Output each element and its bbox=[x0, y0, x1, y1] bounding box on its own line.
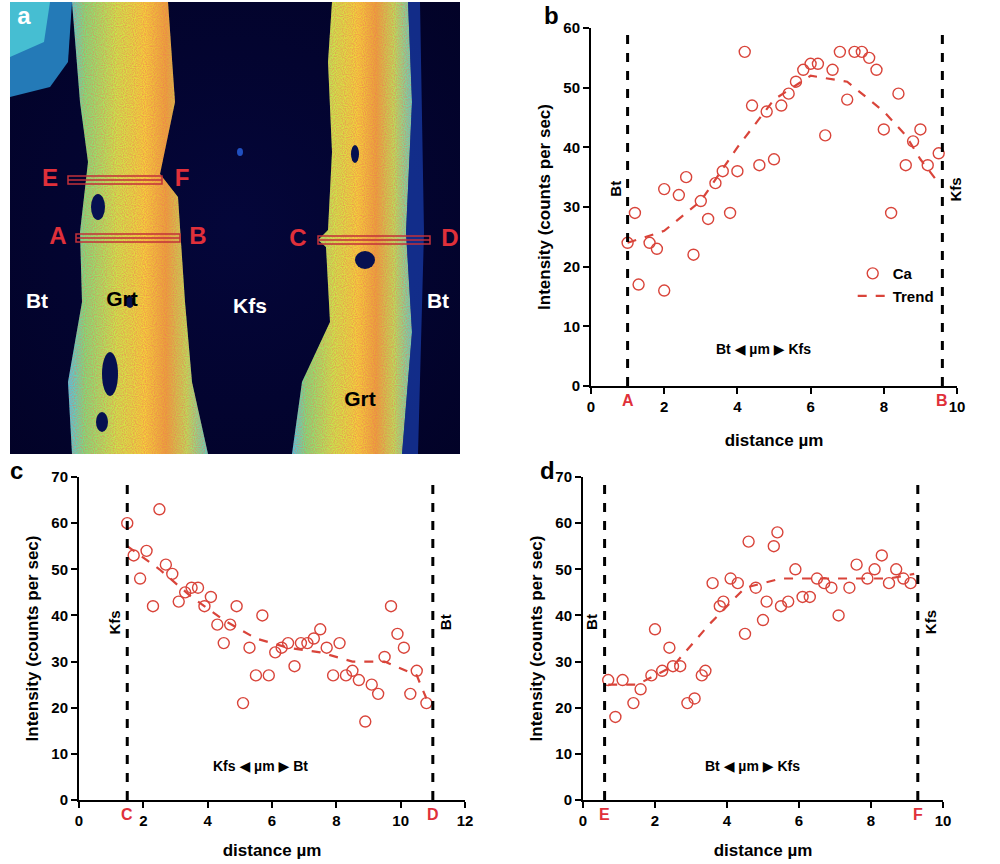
svg-text:12: 12 bbox=[457, 812, 474, 829]
svg-text:C: C bbox=[121, 806, 133, 823]
svg-text:10: 10 bbox=[935, 812, 952, 829]
svg-text:Bt: Bt bbox=[583, 614, 600, 630]
svg-text:8: 8 bbox=[332, 812, 340, 829]
svg-text:40: 40 bbox=[51, 607, 68, 624]
svg-text:20: 20 bbox=[51, 699, 68, 716]
svg-text:8: 8 bbox=[880, 398, 888, 415]
svg-text:F: F bbox=[175, 164, 190, 191]
svg-text:6: 6 bbox=[806, 398, 814, 415]
svg-text:distance µm: distance µm bbox=[725, 431, 824, 450]
svg-text:60: 60 bbox=[555, 514, 572, 531]
svg-text:40: 40 bbox=[563, 139, 580, 156]
svg-text:Kfs: Kfs bbox=[106, 610, 123, 634]
svg-text:Ca: Ca bbox=[893, 265, 913, 282]
svg-text:Bt: Bt bbox=[26, 289, 48, 312]
svg-text:0: 0 bbox=[579, 812, 587, 829]
svg-text:30: 30 bbox=[555, 653, 572, 670]
svg-text:10: 10 bbox=[392, 812, 409, 829]
svg-text:B: B bbox=[189, 222, 206, 249]
svg-text:10: 10 bbox=[51, 745, 68, 762]
svg-text:a: a bbox=[17, 2, 31, 29]
svg-text:60: 60 bbox=[51, 514, 68, 531]
svg-text:Kfs: Kfs bbox=[947, 177, 964, 201]
svg-text:50: 50 bbox=[563, 79, 580, 96]
svg-text:F: F bbox=[913, 806, 923, 823]
svg-text:8: 8 bbox=[867, 812, 875, 829]
svg-text:Bt: Bt bbox=[427, 289, 449, 312]
svg-text:B: B bbox=[936, 392, 948, 409]
svg-text:0: 0 bbox=[75, 812, 83, 829]
svg-text:Bt ◀ µm ▶ Kfs: Bt ◀ µm ▶ Kfs bbox=[705, 758, 800, 774]
svg-text:6: 6 bbox=[795, 812, 803, 829]
svg-text:Intensity (counts per sec): Intensity (counts per sec) bbox=[527, 536, 546, 742]
svg-text:50: 50 bbox=[555, 561, 572, 578]
svg-text:2: 2 bbox=[139, 812, 147, 829]
svg-text:Kfs ◀ µm ▶ Bt: Kfs ◀ µm ▶ Bt bbox=[213, 758, 308, 774]
svg-text:70: 70 bbox=[51, 468, 68, 485]
svg-text:D: D bbox=[441, 224, 458, 251]
svg-text:A: A bbox=[622, 392, 634, 409]
svg-text:Kfs: Kfs bbox=[233, 294, 267, 317]
svg-text:C: C bbox=[289, 224, 306, 251]
svg-text:distance µm: distance µm bbox=[714, 841, 813, 860]
svg-text:60: 60 bbox=[563, 19, 580, 36]
svg-text:0: 0 bbox=[572, 377, 580, 394]
svg-text:Bt ◀ µm ▶ Kfs: Bt ◀ µm ▶ Kfs bbox=[716, 341, 811, 357]
svg-text:50: 50 bbox=[51, 561, 68, 578]
svg-text:6: 6 bbox=[268, 812, 276, 829]
svg-text:Intensity (counts per sec): Intensity (counts per sec) bbox=[535, 104, 554, 310]
svg-text:20: 20 bbox=[555, 699, 572, 716]
svg-text:0: 0 bbox=[587, 398, 595, 415]
svg-text:Bt: Bt bbox=[607, 181, 624, 197]
svg-text:E: E bbox=[42, 164, 58, 191]
svg-text:A: A bbox=[49, 222, 66, 249]
svg-text:E: E bbox=[599, 806, 610, 823]
svg-text:2: 2 bbox=[651, 812, 659, 829]
svg-text:4: 4 bbox=[733, 398, 742, 415]
svg-text:10: 10 bbox=[555, 745, 572, 762]
svg-text:Trend: Trend bbox=[893, 288, 934, 305]
svg-text:Grt: Grt bbox=[344, 387, 376, 410]
svg-text:Bt: Bt bbox=[437, 614, 454, 630]
svg-text:4: 4 bbox=[203, 812, 212, 829]
svg-text:Intensity (counts per sec): Intensity (counts per sec) bbox=[23, 536, 42, 742]
svg-text:30: 30 bbox=[51, 653, 68, 670]
html-text:b: b bbox=[544, 2, 559, 29]
svg-text:0: 0 bbox=[564, 791, 572, 808]
svg-text:Kfs: Kfs bbox=[922, 610, 939, 634]
html-text:d: d bbox=[540, 457, 555, 484]
svg-text:20: 20 bbox=[563, 258, 580, 275]
svg-text:2: 2 bbox=[660, 398, 668, 415]
svg-text:distance µm: distance µm bbox=[223, 841, 322, 860]
svg-text:10: 10 bbox=[563, 318, 580, 335]
svg-text:40: 40 bbox=[555, 607, 572, 624]
svg-text:70: 70 bbox=[555, 468, 572, 485]
svg-text:Grt: Grt bbox=[106, 287, 138, 310]
svg-text:10: 10 bbox=[949, 398, 966, 415]
html-text:c: c bbox=[10, 457, 24, 484]
svg-text:0: 0 bbox=[60, 791, 68, 808]
svg-text:4: 4 bbox=[723, 812, 732, 829]
svg-text:30: 30 bbox=[563, 198, 580, 215]
svg-text:D: D bbox=[427, 806, 439, 823]
